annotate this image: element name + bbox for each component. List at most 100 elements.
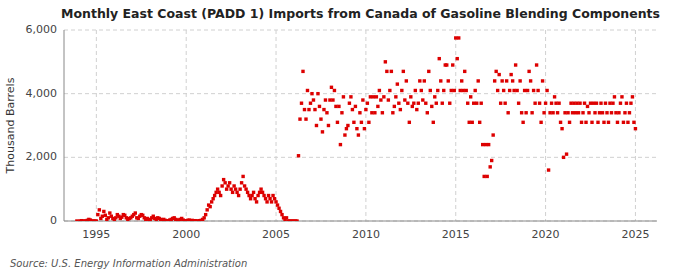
point <box>243 184 246 187</box>
point <box>462 89 465 92</box>
point <box>469 95 472 98</box>
point <box>134 211 137 214</box>
point <box>459 89 462 92</box>
point <box>397 102 400 105</box>
point <box>539 121 542 124</box>
title: Monthly East Coast (PADD 1) Imports from… <box>61 6 660 21</box>
point <box>379 98 382 101</box>
point <box>306 89 309 92</box>
point <box>348 102 351 105</box>
point <box>454 36 457 39</box>
point <box>385 70 388 73</box>
y-grid-line <box>64 30 657 31</box>
point <box>104 214 107 217</box>
point <box>509 73 512 76</box>
point <box>376 105 379 108</box>
point <box>529 79 532 82</box>
point <box>566 111 569 114</box>
point <box>208 205 211 208</box>
point <box>497 73 500 76</box>
point <box>450 89 453 92</box>
point <box>366 102 369 105</box>
point <box>474 89 477 92</box>
point <box>578 102 581 105</box>
point <box>276 203 279 206</box>
point <box>277 207 280 210</box>
point <box>346 124 349 127</box>
point <box>568 121 571 124</box>
point <box>388 89 391 92</box>
point <box>228 181 231 184</box>
point <box>354 105 357 108</box>
point <box>466 102 469 105</box>
point <box>333 89 336 92</box>
point <box>217 191 220 194</box>
point <box>253 197 256 200</box>
point <box>511 79 514 82</box>
point <box>367 121 370 124</box>
point <box>438 57 441 60</box>
point <box>107 216 110 219</box>
point <box>587 111 590 114</box>
point <box>490 159 493 162</box>
point <box>445 63 448 66</box>
point <box>502 89 505 92</box>
point <box>590 121 593 124</box>
point <box>372 95 375 98</box>
x-grid-line <box>186 30 187 221</box>
point <box>477 79 480 82</box>
point <box>560 127 563 130</box>
point <box>493 79 496 82</box>
point <box>300 102 303 105</box>
point <box>279 210 282 213</box>
x-axis-line <box>64 221 657 222</box>
point <box>339 143 342 146</box>
point <box>387 98 390 101</box>
point <box>577 111 580 114</box>
point <box>396 82 399 85</box>
point <box>596 121 599 124</box>
y-tick-label: 2,000 <box>26 150 58 163</box>
point <box>535 63 538 66</box>
point <box>382 95 385 98</box>
point <box>430 105 433 108</box>
point <box>295 219 298 221</box>
point <box>608 102 611 105</box>
point <box>265 200 268 203</box>
point <box>514 63 517 66</box>
point <box>267 194 270 197</box>
point <box>460 79 463 82</box>
point <box>264 197 267 200</box>
point <box>524 111 527 114</box>
point <box>318 105 321 108</box>
point <box>610 111 613 114</box>
point <box>584 121 587 124</box>
point <box>414 89 417 92</box>
point <box>423 79 426 82</box>
point <box>623 111 626 114</box>
point <box>442 89 445 92</box>
point <box>595 102 598 105</box>
point <box>270 200 273 203</box>
point <box>216 187 219 190</box>
point <box>375 95 378 98</box>
point <box>562 156 565 159</box>
x-tick-label: 2000 <box>172 228 200 241</box>
point <box>548 111 551 114</box>
point <box>303 108 306 111</box>
point <box>617 111 620 114</box>
x-tick-label: 2015 <box>442 228 470 241</box>
point <box>517 102 520 105</box>
point <box>589 102 592 105</box>
point <box>482 175 485 178</box>
point <box>315 124 318 127</box>
chart: 02,0004,0006,000199520002005201020152020… <box>0 0 675 275</box>
point <box>409 95 412 98</box>
point <box>319 117 322 120</box>
point <box>340 111 343 114</box>
point <box>301 70 304 73</box>
point <box>402 70 405 73</box>
point <box>101 215 104 218</box>
point <box>478 121 481 124</box>
point <box>363 127 366 130</box>
